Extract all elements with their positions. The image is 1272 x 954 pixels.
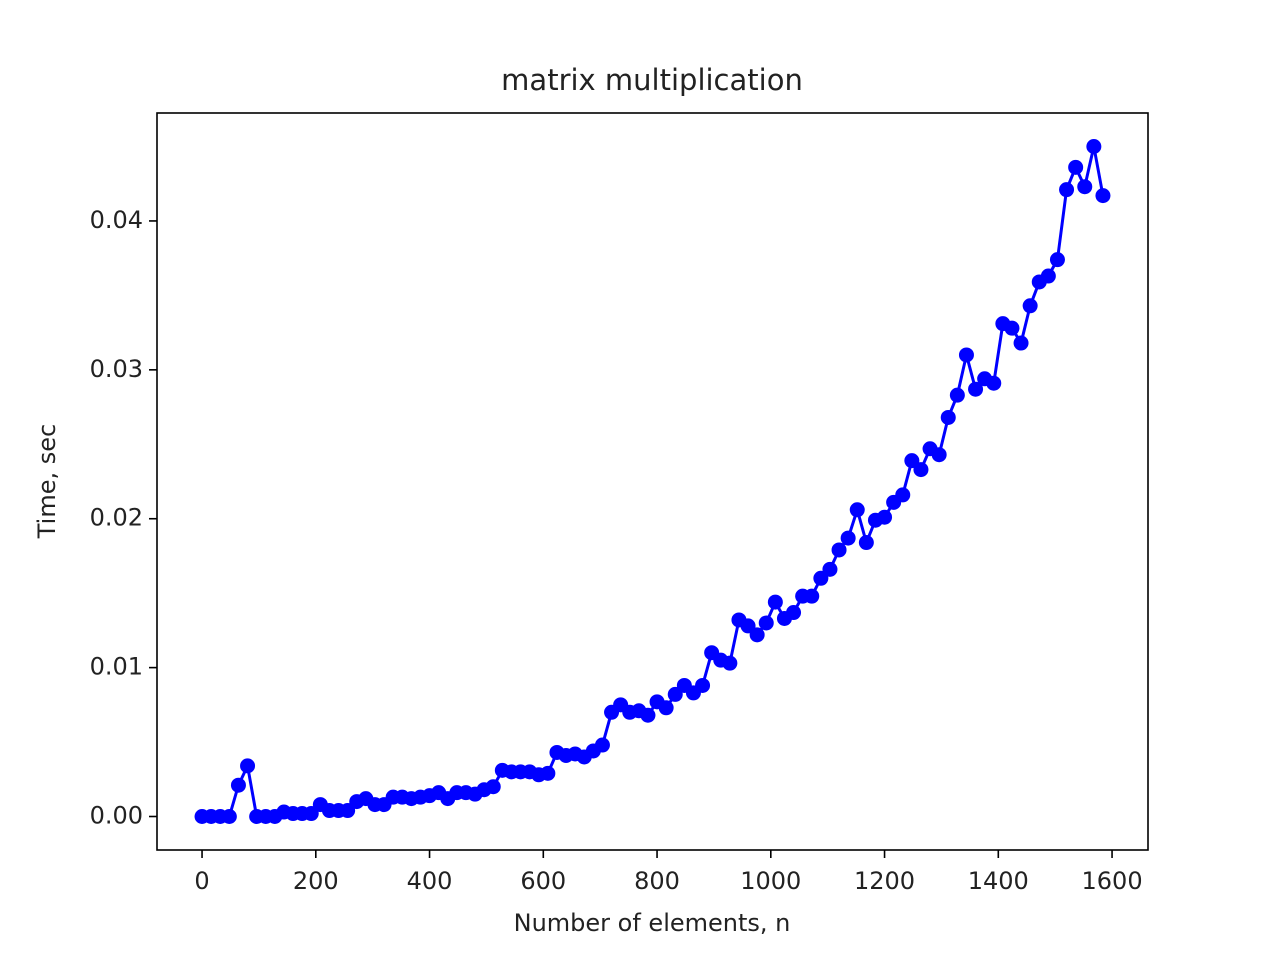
y-tick-label: 0.02 xyxy=(90,504,143,532)
data-point xyxy=(958,347,974,363)
data-point xyxy=(640,707,656,723)
y-tick-label: 0.04 xyxy=(90,206,143,234)
data-point xyxy=(658,700,674,716)
x-tick-label: 800 xyxy=(634,867,680,895)
x-tick-label: 1400 xyxy=(968,867,1029,895)
data-point xyxy=(1059,182,1075,198)
data-point xyxy=(485,779,501,795)
data-point xyxy=(931,447,947,463)
data-point xyxy=(1022,298,1038,314)
data-point xyxy=(240,758,256,774)
data-point xyxy=(230,777,246,793)
data-point xyxy=(540,765,556,781)
data-point xyxy=(749,627,765,643)
data-point xyxy=(940,409,956,425)
chart-title: matrix multiplication xyxy=(501,63,803,97)
data-point xyxy=(849,502,865,518)
x-tick-label: 400 xyxy=(407,867,453,895)
y-axis-label: Time, sec xyxy=(33,424,61,539)
data-point xyxy=(831,542,847,558)
data-point xyxy=(786,605,802,621)
data-point xyxy=(968,381,984,397)
data-point xyxy=(858,535,874,551)
data-point xyxy=(913,462,929,478)
x-tick-label: 1600 xyxy=(1082,867,1143,895)
data-point xyxy=(1068,159,1084,175)
data-point xyxy=(986,375,1002,391)
data-point xyxy=(1013,335,1029,351)
data-point xyxy=(1049,252,1065,268)
y-tick-label: 0.03 xyxy=(90,355,143,383)
data-point xyxy=(895,487,911,503)
data-point xyxy=(1086,139,1102,154)
data-point xyxy=(1004,320,1020,336)
x-tick-label: 200 xyxy=(293,867,339,895)
data-point xyxy=(758,615,774,631)
data-point xyxy=(804,588,820,604)
x-tick-label: 1200 xyxy=(854,867,915,895)
data-point xyxy=(840,530,856,546)
data-point xyxy=(949,387,965,403)
data-point xyxy=(822,561,838,577)
y-tick-label: 0.00 xyxy=(90,802,143,830)
x-tick-label: 0 xyxy=(194,867,209,895)
data-point xyxy=(877,509,893,525)
data-point xyxy=(695,677,711,693)
data-point xyxy=(1040,268,1056,284)
x-axis-label: Number of elements, n xyxy=(514,909,791,937)
plot-frame xyxy=(156,112,1149,851)
data-point xyxy=(1077,179,1093,195)
x-tick-label: 600 xyxy=(520,867,566,895)
x-tick-label: 1000 xyxy=(740,867,801,895)
data-point xyxy=(594,737,610,753)
data-point xyxy=(722,655,738,671)
data-point xyxy=(767,594,783,610)
data-point xyxy=(221,809,237,824)
y-tick-label: 0.01 xyxy=(90,653,143,681)
data-point xyxy=(1095,188,1111,204)
